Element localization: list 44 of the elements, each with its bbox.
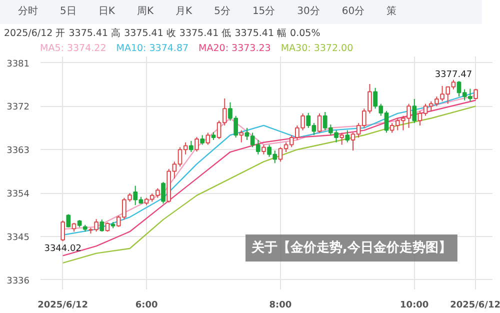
text: 30分 bbox=[297, 6, 320, 17]
candlestick bbox=[340, 132, 344, 146]
y-tick-label: 3372 bbox=[6, 102, 30, 113]
candlestick bbox=[60, 220, 65, 242]
candlestick bbox=[200, 134, 204, 146]
candlestick bbox=[105, 222, 110, 232]
annotation: 3377.47 bbox=[434, 70, 472, 80]
y-tick-label: 3336 bbox=[6, 276, 30, 286]
chart-subtitle: 2025/6/12 开 3375.41 高 3375.41 收 3375.41 低 3375.41 幅 0.05% bbox=[3, 27, 322, 41]
candlestick bbox=[206, 132, 210, 146]
x-tick-label: 6:00 bbox=[135, 300, 158, 310]
candlestick bbox=[239, 130, 244, 143]
text: 60分 bbox=[342, 6, 365, 17]
candlestick bbox=[262, 144, 266, 155]
candlestick bbox=[66, 214, 71, 228]
candlestick bbox=[194, 136, 199, 152]
text: 5日 bbox=[60, 6, 76, 17]
x-tick-label: 2025/6/12 bbox=[450, 300, 500, 310]
y-tick-label: 3381 bbox=[6, 59, 30, 70]
candlestick bbox=[161, 181, 166, 204]
x-tick-label: 2025/6/12 bbox=[38, 300, 88, 310]
text: MA5: 3374.22 bbox=[40, 42, 106, 54]
candlestick bbox=[188, 140, 194, 153]
candlestick bbox=[412, 98, 417, 124]
text: 周K bbox=[136, 6, 154, 17]
text: MA10: 3374.87 bbox=[116, 42, 189, 54]
text: 策 bbox=[386, 6, 397, 17]
annotation: 3344.02 bbox=[44, 244, 82, 254]
candlestick bbox=[100, 219, 104, 232]
candlestick bbox=[345, 130, 350, 143]
text: 5分 bbox=[214, 6, 230, 17]
text: 关于【金价走势,今日金价走势图】 bbox=[250, 240, 452, 256]
text: 月K bbox=[176, 6, 192, 17]
y-tick-label: 3363 bbox=[6, 146, 30, 156]
candlestick bbox=[317, 112, 322, 134]
y-tick-label: 3354 bbox=[6, 190, 30, 200]
text: MA20: 3373.23 bbox=[198, 42, 271, 54]
text: 分时 bbox=[18, 6, 38, 17]
text: 日K bbox=[98, 6, 115, 17]
text: MA30: 3372.00 bbox=[280, 42, 354, 54]
x-tick-label: 10:00 bbox=[400, 300, 429, 310]
x-tick-label: 8:00 bbox=[269, 300, 292, 310]
y-tick-label: 3345 bbox=[6, 232, 30, 243]
text: 15分 bbox=[252, 6, 276, 17]
